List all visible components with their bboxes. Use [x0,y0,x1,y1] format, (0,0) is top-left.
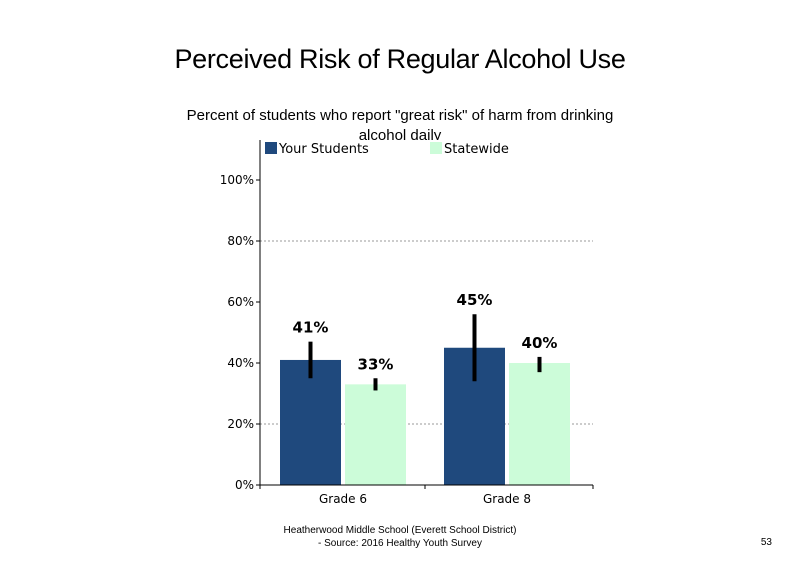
y-tick-label: 0% [235,478,254,492]
data-label: 40% [522,334,558,352]
category-label: Grade 6 [319,492,367,506]
page-number: 53 [760,537,772,548]
legend-label: Your Students [278,142,369,157]
data-label: 33% [358,355,394,373]
legend-label: Statewide [444,142,509,157]
chart-title: Perceived Risk of Regular Alcohol Use [174,44,626,74]
footer-source: - Source: 2016 Healthy Youth Survey [318,538,482,549]
bar [345,384,406,485]
y-tick-label: 20% [227,417,254,431]
footer-school: Heatherwood Middle School (Everett Schoo… [283,525,517,536]
category-label: Grade 8 [483,492,531,506]
footer: Heatherwood Middle School (Everett Schoo… [230,524,570,550]
legend-swatch [430,142,442,154]
legend-swatch [265,142,277,154]
data-label: 41% [293,319,329,337]
y-tick-label: 60% [227,295,254,309]
data-label: 45% [457,291,493,309]
y-tick-label: 40% [227,356,254,370]
y-tick-label: 80% [227,234,254,248]
chart-subtitle: Percent of students who report "great ri… [186,107,614,140]
bar [280,359,341,485]
bar [509,363,570,485]
y-tick-label: 100% [220,173,254,187]
